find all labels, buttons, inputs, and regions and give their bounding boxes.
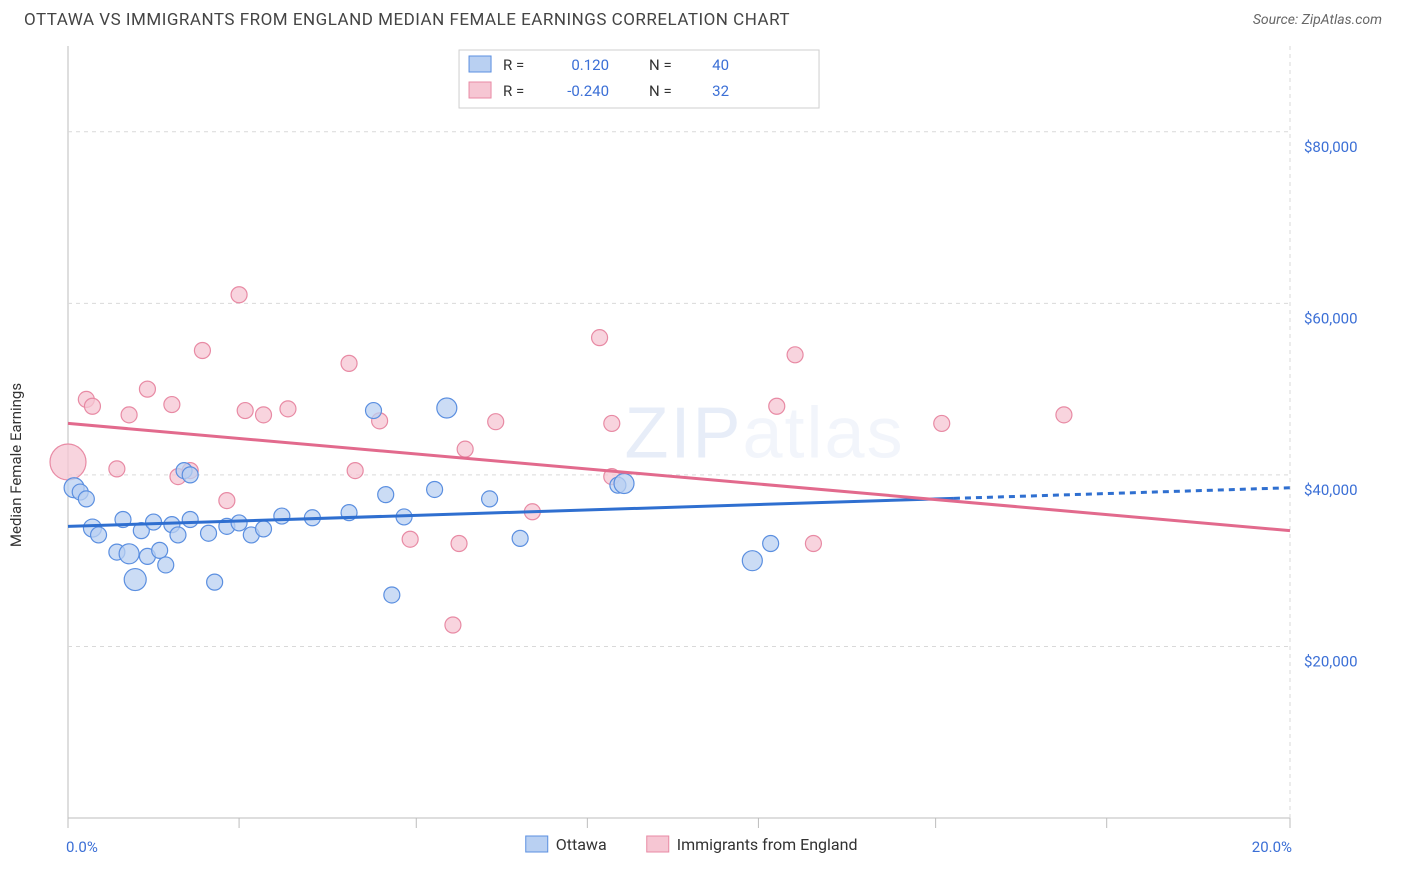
data-point [124, 569, 146, 591]
scatter-chart: $20,000 $40,000 $60,000 $80,000 0.0% 20.0% ZIP… [20, 36, 1386, 876]
data-point [445, 617, 461, 633]
legend-swatch [647, 836, 669, 852]
data-point [384, 587, 400, 603]
source-name: ZipAtlas.com [1302, 12, 1382, 28]
data-point [256, 521, 272, 537]
data-point [366, 403, 382, 419]
data-point [109, 461, 125, 477]
y-tick-label: $40,000 [1304, 481, 1358, 499]
data-point [84, 398, 100, 414]
data-point [119, 544, 139, 564]
data-point [604, 415, 620, 431]
data-point [805, 536, 821, 552]
legend-n-label: N = [649, 56, 672, 74]
source-prefix: Source: [1253, 12, 1302, 28]
legend-swatch [469, 56, 491, 72]
data-point [787, 347, 803, 363]
data-point [194, 343, 210, 359]
legend-swatch [469, 82, 491, 98]
x-tick-label: 0.0% [66, 838, 98, 856]
data-point [482, 491, 498, 507]
data-point [121, 407, 137, 423]
y-tick-label: $80,000 [1304, 138, 1358, 156]
data-point [614, 473, 634, 493]
data-point [50, 444, 86, 480]
legend-swatch [526, 836, 548, 852]
data-point [592, 330, 608, 346]
data-point [512, 530, 528, 546]
data-point [237, 403, 253, 419]
data-point [451, 536, 467, 552]
trendline-blue [68, 498, 954, 526]
data-point [378, 487, 394, 503]
data-point [256, 407, 272, 423]
data-point [139, 381, 155, 397]
data-point [742, 551, 762, 571]
data-point [1056, 407, 1072, 423]
data-point [91, 527, 107, 543]
chart-source: Source: ZipAtlas.com [1253, 12, 1382, 28]
data-point [182, 467, 198, 483]
data-point [231, 515, 247, 531]
data-point [182, 511, 198, 527]
data-point [164, 397, 180, 413]
data-point [78, 491, 94, 507]
data-point [207, 574, 223, 590]
data-point [769, 398, 785, 414]
y-axis-label: Median Female Earnings [7, 383, 25, 547]
x-tick-label: 20.0% [1252, 838, 1292, 856]
data-point [402, 531, 418, 547]
y-tick-label: $20,000 [1304, 652, 1358, 670]
data-point [437, 398, 457, 418]
trendline-blue-dash [954, 488, 1290, 499]
legend-r-value: -0.240 [567, 82, 609, 100]
legend-series-label: Ottawa [556, 835, 607, 854]
legend-r-label: R = [503, 56, 524, 74]
legend-r-value: 0.120 [571, 56, 609, 74]
legend-n-value: 32 [712, 82, 729, 100]
data-point [170, 527, 186, 543]
legend-series-label: Immigrants from England [677, 835, 858, 854]
data-point [488, 414, 504, 430]
data-point [274, 508, 290, 524]
data-point [158, 557, 174, 573]
data-point [341, 355, 357, 371]
data-point [201, 525, 217, 541]
data-point [934, 415, 950, 431]
data-point [763, 536, 779, 552]
chart-title: OTTAWA VS IMMIGRANTS FROM ENGLAND MEDIAN… [24, 10, 790, 30]
y-tick-label: $60,000 [1304, 309, 1358, 327]
data-point [231, 287, 247, 303]
data-point [280, 401, 296, 417]
legend-n-label: N = [649, 82, 672, 100]
data-point [152, 542, 168, 558]
legend-n-value: 40 [712, 56, 729, 74]
data-point [427, 481, 443, 497]
legend-r-label: R = [503, 82, 524, 100]
watermark: ZIPatlas [624, 394, 904, 474]
data-point [457, 441, 473, 457]
data-point [219, 493, 235, 509]
data-point [347, 463, 363, 479]
